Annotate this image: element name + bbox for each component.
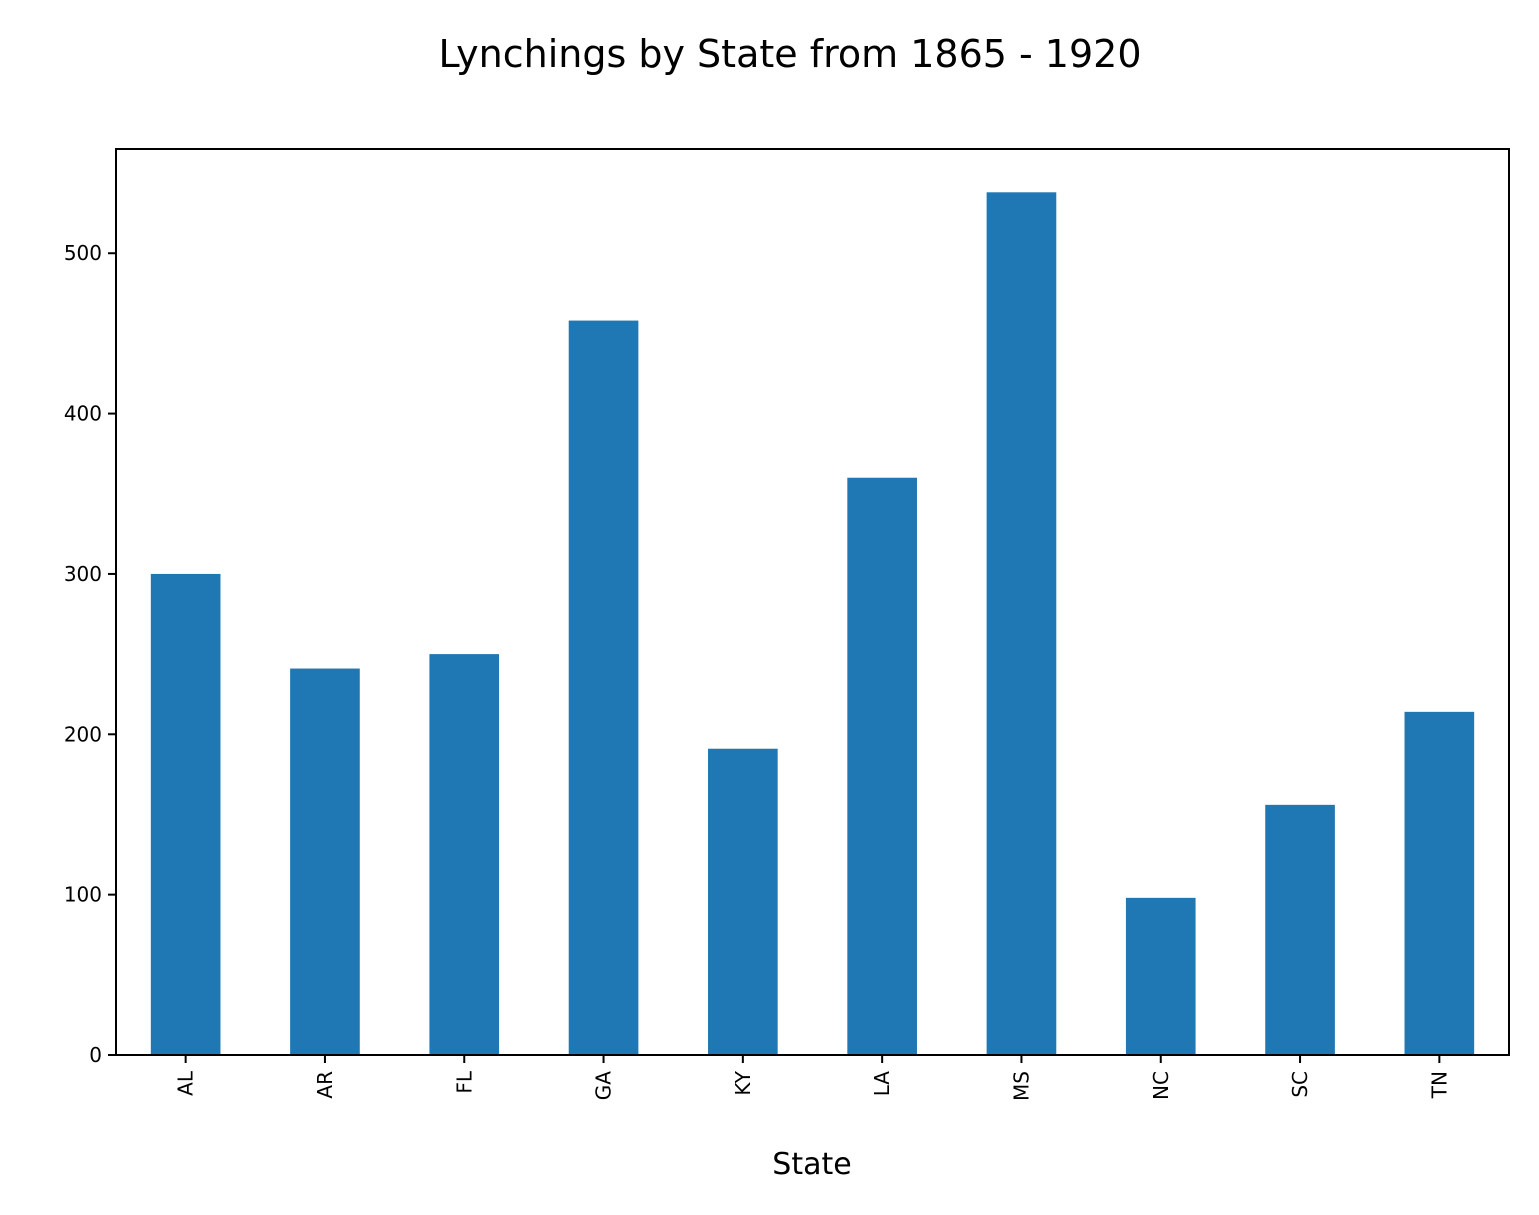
bar-sc bbox=[1265, 804, 1335, 1055]
x-tick-label-tn: TN bbox=[1427, 1071, 1451, 1099]
x-tick-label-ms: MS bbox=[1009, 1071, 1033, 1101]
bar-ar bbox=[290, 668, 360, 1055]
bar-ms bbox=[986, 192, 1057, 1055]
y-tick-label-500: 500 bbox=[64, 241, 102, 265]
x-tick-label-sc: SC bbox=[1288, 1071, 1312, 1098]
bar-la bbox=[847, 477, 917, 1055]
x-axis-label: State bbox=[772, 1147, 851, 1182]
bars-group bbox=[150, 192, 1475, 1056]
plot-area-frame bbox=[115, 148, 1510, 1056]
bar-tn bbox=[1404, 711, 1475, 1055]
y-tick-label-0: 0 bbox=[89, 1043, 102, 1067]
bar-al bbox=[150, 573, 221, 1055]
x-tick-label-ky: KY bbox=[731, 1070, 755, 1095]
y-tick-label-200: 200 bbox=[64, 722, 102, 746]
y-tick-label-400: 400 bbox=[64, 402, 102, 426]
chart-title: Lynchings by State from 1865 - 1920 bbox=[438, 32, 1141, 76]
x-tick-label-al: AL bbox=[174, 1070, 198, 1096]
x-tick-label-ga: GA bbox=[592, 1071, 616, 1100]
y-tick-label-100: 100 bbox=[64, 883, 102, 907]
bar-ky bbox=[708, 748, 778, 1055]
x-tick-label-la: LA bbox=[870, 1071, 894, 1097]
bar-ga bbox=[568, 320, 639, 1056]
bar-nc bbox=[1125, 897, 1196, 1055]
x-tick-label-fl: FL bbox=[452, 1070, 476, 1094]
x-tick-label-ar: AR bbox=[313, 1071, 337, 1099]
y-axis-ticks: 0 100 200 300 400 500 bbox=[64, 241, 116, 1067]
bar-fl bbox=[429, 654, 500, 1055]
y-tick-label-300: 300 bbox=[64, 562, 102, 586]
x-axis-ticks: AL AR FL GA KY LA MS NC SC TN bbox=[174, 1055, 1451, 1101]
x-tick-label-nc: NC bbox=[1149, 1071, 1173, 1100]
